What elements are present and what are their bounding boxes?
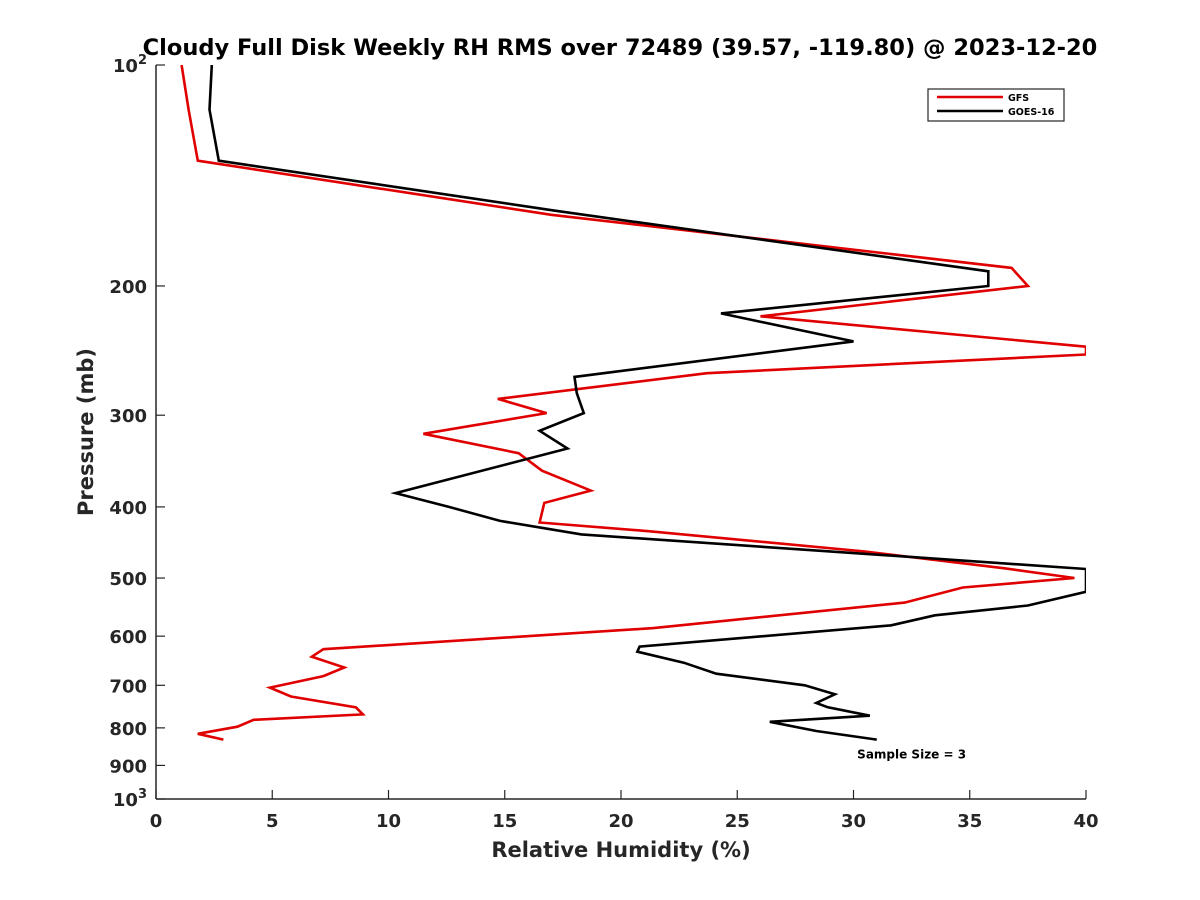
y-tick-label: 800 xyxy=(109,719,147,740)
x-axis-ticks: 0 5 10 15 20 25 30 35 40 xyxy=(150,790,1099,832)
x-tick-label: 5 xyxy=(266,811,279,832)
x-tick-label: 30 xyxy=(841,811,866,832)
y-axis-ticks: 102 200 300 400 500 600 700 800 900 103 xyxy=(109,53,165,811)
x-tick-label: 0 xyxy=(150,811,163,832)
series-line-gfs xyxy=(180,65,1086,741)
x-tick-label: 35 xyxy=(957,811,982,832)
y-tick-label: 700 xyxy=(109,676,147,697)
legend-label-goes16: GOES-16 xyxy=(1008,107,1055,118)
y-tick-label: 600 xyxy=(109,627,147,648)
legend-box xyxy=(927,88,1065,122)
x-axis-label: Relative Humidity (%) xyxy=(491,838,750,862)
y-tick-label: 103 xyxy=(113,787,147,811)
legend-label-gfs: GFS xyxy=(1008,93,1029,104)
y-tick-label: 900 xyxy=(109,756,147,777)
x-tick-label: 15 xyxy=(492,811,517,832)
plot-area: 0 5 10 15 20 25 30 35 40 102 200 300 400 500 600 700 80… xyxy=(109,53,1098,832)
y-tick-label: 400 xyxy=(109,498,147,519)
y-axis-label: Pressure (mb) xyxy=(74,348,98,516)
series-layer xyxy=(180,65,1086,741)
plot-background xyxy=(156,65,1086,799)
y-tick-label: 500 xyxy=(109,569,147,590)
x-tick-label: 25 xyxy=(725,811,750,832)
y-tick-label: 102 xyxy=(113,53,147,77)
legend: GFS GOES-16 xyxy=(927,88,1065,122)
x-tick-label: 40 xyxy=(1073,811,1098,832)
series-line-goes16 xyxy=(208,65,1086,741)
sample-size-annotation: Sample Size = 3 xyxy=(857,748,966,762)
x-tick-label: 20 xyxy=(608,811,633,832)
y-tick-label: 200 xyxy=(109,277,147,298)
y-tick-label: 300 xyxy=(109,406,147,427)
x-tick-label: 10 xyxy=(376,811,401,832)
chart-title: Cloudy Full Disk Weekly RH RMS over 7248… xyxy=(143,35,1098,61)
